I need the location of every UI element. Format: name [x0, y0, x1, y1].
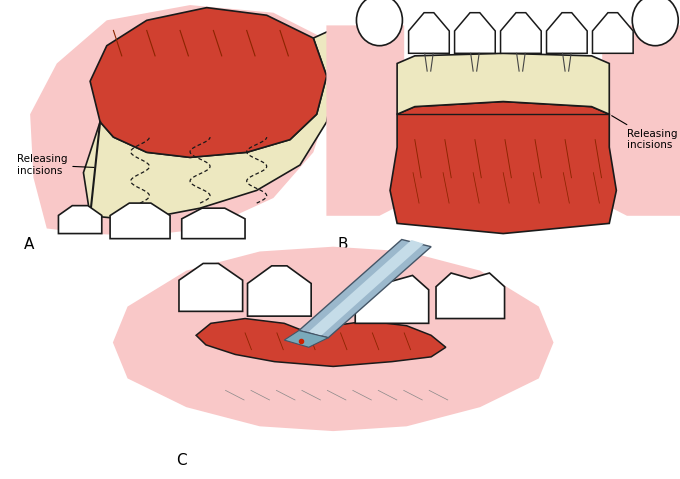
Polygon shape [284, 331, 328, 347]
Polygon shape [436, 273, 505, 319]
Polygon shape [196, 319, 446, 366]
Polygon shape [113, 247, 554, 431]
Text: Releasing
incisions: Releasing incisions [17, 154, 94, 176]
Polygon shape [547, 13, 588, 53]
Polygon shape [58, 205, 102, 234]
Polygon shape [455, 13, 495, 53]
Polygon shape [248, 266, 311, 316]
Polygon shape [326, 25, 404, 216]
Polygon shape [90, 8, 326, 158]
Polygon shape [179, 263, 243, 311]
Polygon shape [355, 275, 428, 323]
Text: Releasing
incisions: Releasing incisions [612, 115, 677, 150]
Polygon shape [592, 13, 633, 53]
Polygon shape [397, 53, 609, 114]
Text: B: B [337, 237, 347, 252]
Text: A: A [23, 237, 34, 252]
Ellipse shape [632, 0, 678, 46]
Polygon shape [299, 240, 431, 338]
Ellipse shape [356, 0, 403, 46]
Polygon shape [602, 25, 680, 216]
Polygon shape [84, 31, 337, 218]
Text: C: C [177, 453, 187, 468]
Polygon shape [309, 240, 424, 336]
Polygon shape [182, 208, 245, 239]
Polygon shape [30, 5, 333, 236]
Polygon shape [409, 13, 449, 53]
Polygon shape [390, 102, 616, 234]
Polygon shape [110, 203, 170, 239]
Polygon shape [500, 13, 541, 53]
